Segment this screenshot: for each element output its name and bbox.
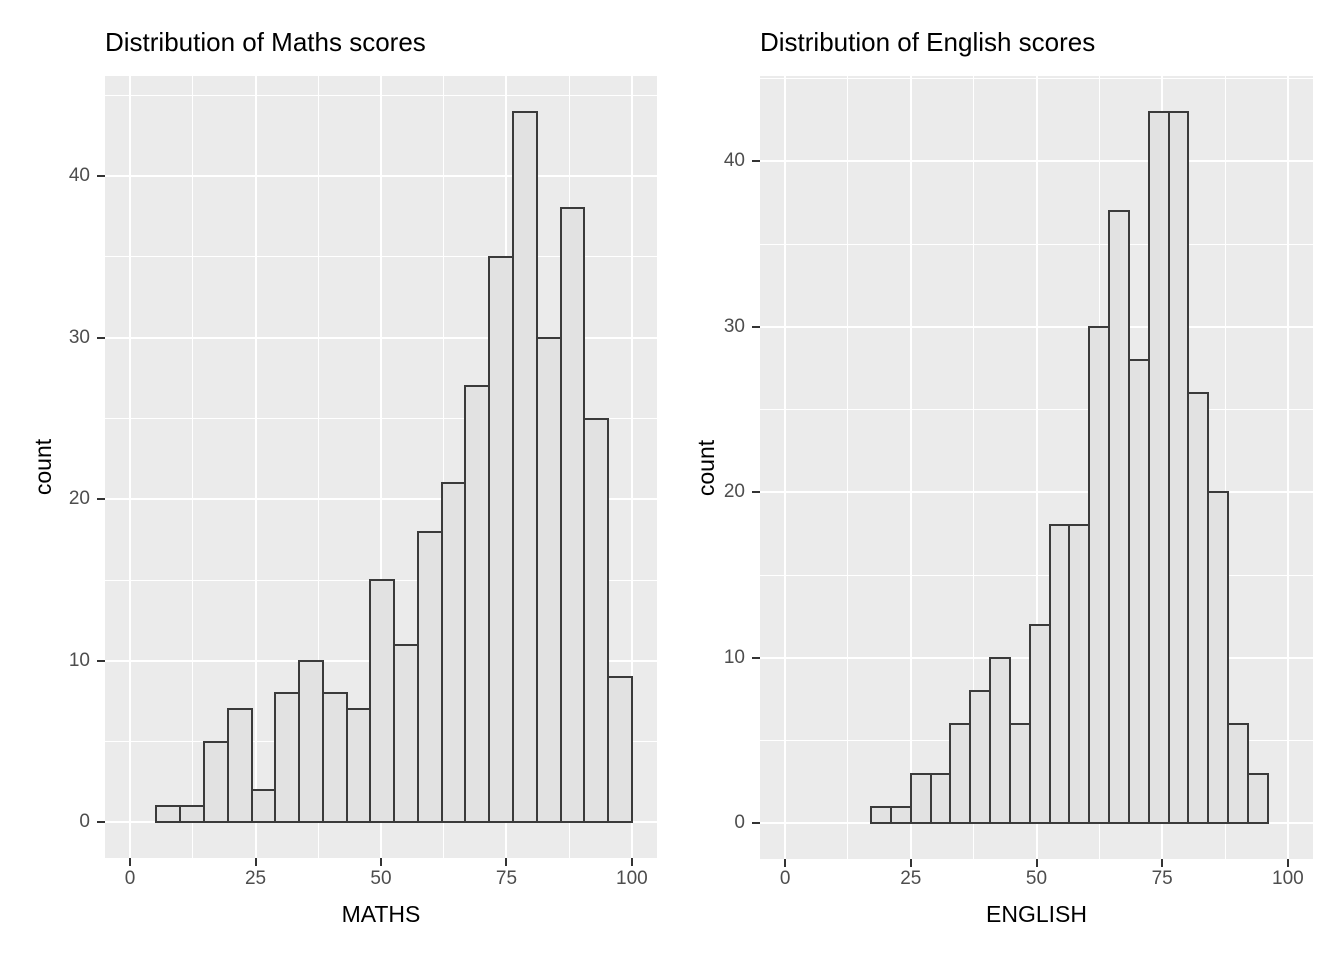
y-tick-label: 20 (68, 488, 90, 510)
x-axis-tick (909, 859, 912, 867)
x-minor-gridline (973, 76, 975, 859)
y-axis-tick (752, 822, 760, 825)
x-major-gridline (1035, 76, 1038, 859)
histogram-bar (583, 417, 610, 824)
x-major-gridline (784, 76, 787, 859)
histogram-bar (1147, 110, 1170, 825)
histogram-bar (969, 689, 992, 825)
histogram-bar (535, 336, 562, 824)
x-major-gridline (380, 76, 382, 858)
y-tick-label: 30 (723, 315, 745, 337)
y-tick-label: 0 (734, 812, 745, 834)
histogram-bar (1068, 524, 1091, 825)
histogram-bar (1088, 325, 1111, 825)
x-major-gridline (630, 76, 633, 858)
x-axis-tick (1286, 859, 1289, 867)
histogram-bar (949, 723, 972, 825)
x-axis-title-maths: MATHS (341, 901, 421, 927)
x-tick-label: 0 (779, 868, 791, 889)
x-major-gridline (254, 76, 257, 858)
y-axis-tick (97, 336, 105, 339)
x-tick-label: 75 (1151, 868, 1173, 889)
y-axis-tick (97, 498, 105, 501)
x-tick-label: 100 (616, 868, 648, 889)
histogram-bar (870, 805, 892, 825)
y-axis-tick (752, 160, 760, 163)
histogram-bar (1207, 491, 1230, 825)
x-axis-tick (129, 858, 132, 866)
histogram-bar (889, 805, 912, 825)
x-tick-label: 75 (495, 868, 518, 889)
histogram-bar (1108, 209, 1130, 825)
x-major-gridline (1286, 76, 1289, 859)
x-minor-gridline (443, 76, 445, 858)
x-minor-gridline (317, 76, 319, 858)
y-axis-tick (752, 656, 760, 659)
x-axis-tick (630, 858, 633, 866)
plot-panel-english (760, 76, 1313, 859)
y-tick-label: 40 (68, 165, 90, 187)
x-axis-tick (1035, 859, 1038, 867)
x-axis-tick (380, 858, 382, 866)
histogram-bar (607, 676, 633, 824)
y-major-gridline (760, 325, 1313, 328)
x-axis-title-english: ENGLISH (986, 901, 1087, 927)
histogram-bar (1167, 110, 1190, 825)
y-tick-label: 30 (68, 326, 90, 348)
x-major-gridline (909, 76, 912, 859)
y-tick-label: 20 (723, 481, 745, 503)
chart-title-maths: Distribution of Maths scores (105, 27, 426, 57)
x-tick-label: 25 (900, 868, 922, 889)
histogram-bar (1246, 772, 1269, 825)
y-axis-tick (97, 659, 105, 662)
y-tick-label: 40 (723, 150, 745, 172)
x-axis-tick (254, 858, 257, 866)
x-tick-label: 0 (124, 868, 136, 889)
histogram-bar (989, 656, 1011, 825)
y-tick-label: 0 (79, 811, 90, 833)
histogram-bar (1127, 358, 1150, 825)
x-major-gridline (129, 76, 132, 858)
x-minor-gridline (847, 76, 849, 859)
y-axis-tick (97, 175, 105, 178)
y-tick-label: 10 (723, 646, 745, 668)
x-tick-label: 100 (1272, 868, 1304, 889)
y-axis-tick (752, 325, 760, 328)
histogram-bar (1048, 524, 1071, 825)
y-major-gridline (105, 498, 657, 501)
histogram-bar (369, 579, 396, 824)
histogram-bar (929, 772, 952, 825)
y-axis-tick (97, 821, 105, 824)
x-tick-label: 50 (370, 868, 392, 889)
x-minor-gridline (192, 76, 194, 858)
x-axis-tick (784, 859, 787, 867)
histogram-bar (1227, 723, 1249, 825)
y-major-gridline (105, 336, 657, 339)
x-axis-tick (505, 858, 508, 866)
y-tick-label: 10 (68, 649, 90, 671)
x-minor-gridline (1224, 76, 1226, 859)
y-axis-tick (752, 491, 760, 494)
histogram-bar (226, 708, 253, 824)
histogram-bar (1187, 392, 1210, 825)
x-axis-tick (1161, 859, 1164, 867)
histogram-bar (1008, 723, 1031, 825)
y-major-gridline (760, 160, 1313, 163)
y-major-gridline (760, 491, 1313, 494)
x-tick-label: 25 (244, 868, 267, 889)
x-tick-label: 50 (1025, 868, 1048, 889)
y-major-gridline (105, 175, 657, 178)
chart-title-english: Distribution of English scores (760, 27, 1096, 57)
histogram-bar (1028, 623, 1051, 825)
histogram-bar (909, 772, 932, 825)
plot-panel-maths (105, 76, 657, 858)
